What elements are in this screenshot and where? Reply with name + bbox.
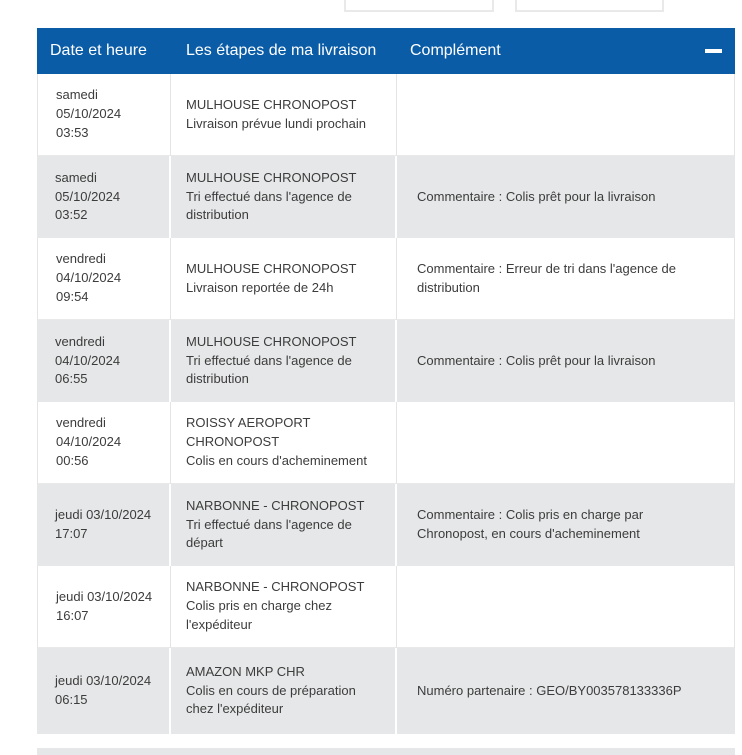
row-step: MULHOUSE CHRONOPOST Tri effectué dans l'… [171,320,397,402]
row-step: NARBONNE - CHRONOPOST Colis pris en char… [171,566,397,648]
row-complement [397,402,735,484]
table-row: jeudi 03/10/2024 16:07 NARBONNE - CHRONO… [37,566,735,648]
tracking-steps-table: Date et heure Les étapes de ma livraison… [37,28,735,734]
table-row: vendredi 04/10/2024 09:54 MULHOUSE CHRON… [37,238,735,320]
table-row: samedi 05/10/2024 03:53 MULHOUSE CHRONOP… [37,74,735,156]
row-step: ROISSY AEROPORT CHRONOPOST Colis en cour… [171,402,397,484]
row-step: MULHOUSE CHRONOPOST Tri effectué dans l'… [171,156,397,238]
column-header-date: Date et heure [50,42,147,59]
row-complement: Commentaire : Colis pris en charge par C… [397,484,735,566]
row-date: vendredi 04/10/2024 09:54 [37,238,171,320]
row-complement: Commentaire : Erreur de tri dans l'agenc… [397,238,735,320]
cropped-input-right[interactable] [515,0,664,12]
row-complement [397,566,735,648]
table-row: samedi 05/10/2024 03:52 MULHOUSE CHRONOP… [37,156,735,238]
row-date: samedi 05/10/2024 03:52 [37,156,171,238]
row-step: NARBONNE - CHRONOPOST Tri effectué dans … [171,484,397,566]
minus-icon [704,49,722,53]
next-section-partial-bar [37,748,735,755]
column-header-complement: Complément [410,42,501,59]
row-date: jeudi 03/10/2024 16:07 [37,566,171,648]
row-date: vendredi 04/10/2024 06:55 [37,320,171,402]
row-complement: Numéro partenaire : GEO/BY003578133336P [397,648,735,734]
table-row: vendredi 04/10/2024 06:55 MULHOUSE CHRON… [37,320,735,402]
row-step: AMAZON MKP CHR Colis en cours de prépara… [171,648,397,734]
row-step: MULHOUSE CHRONOPOST Livraison reportée d… [171,238,397,320]
row-complement: Commentaire : Colis prêt pour la livrais… [397,320,735,402]
table-header: Date et heure Les étapes de ma livraison… [37,28,735,74]
row-complement [397,74,735,156]
collapse-table-button[interactable] [704,42,722,60]
cropped-input-left[interactable] [344,0,494,12]
column-header-steps: Les étapes de ma livraison [186,42,377,59]
table-row: jeudi 03/10/2024 17:07 NARBONNE - CHRONO… [37,484,735,566]
row-date: jeudi 03/10/2024 17:07 [37,484,171,566]
row-date: samedi 05/10/2024 03:53 [37,74,171,156]
row-date: vendredi 04/10/2024 00:56 [37,402,171,484]
row-step: MULHOUSE CHRONOPOST Livraison prévue lun… [171,74,397,156]
table-row: jeudi 03/10/2024 06:15 AMAZON MKP CHR Co… [37,648,735,734]
row-complement: Commentaire : Colis prêt pour la livrais… [397,156,735,238]
row-date: jeudi 03/10/2024 06:15 [37,648,171,734]
table-row: vendredi 04/10/2024 00:56 ROISSY AEROPOR… [37,402,735,484]
